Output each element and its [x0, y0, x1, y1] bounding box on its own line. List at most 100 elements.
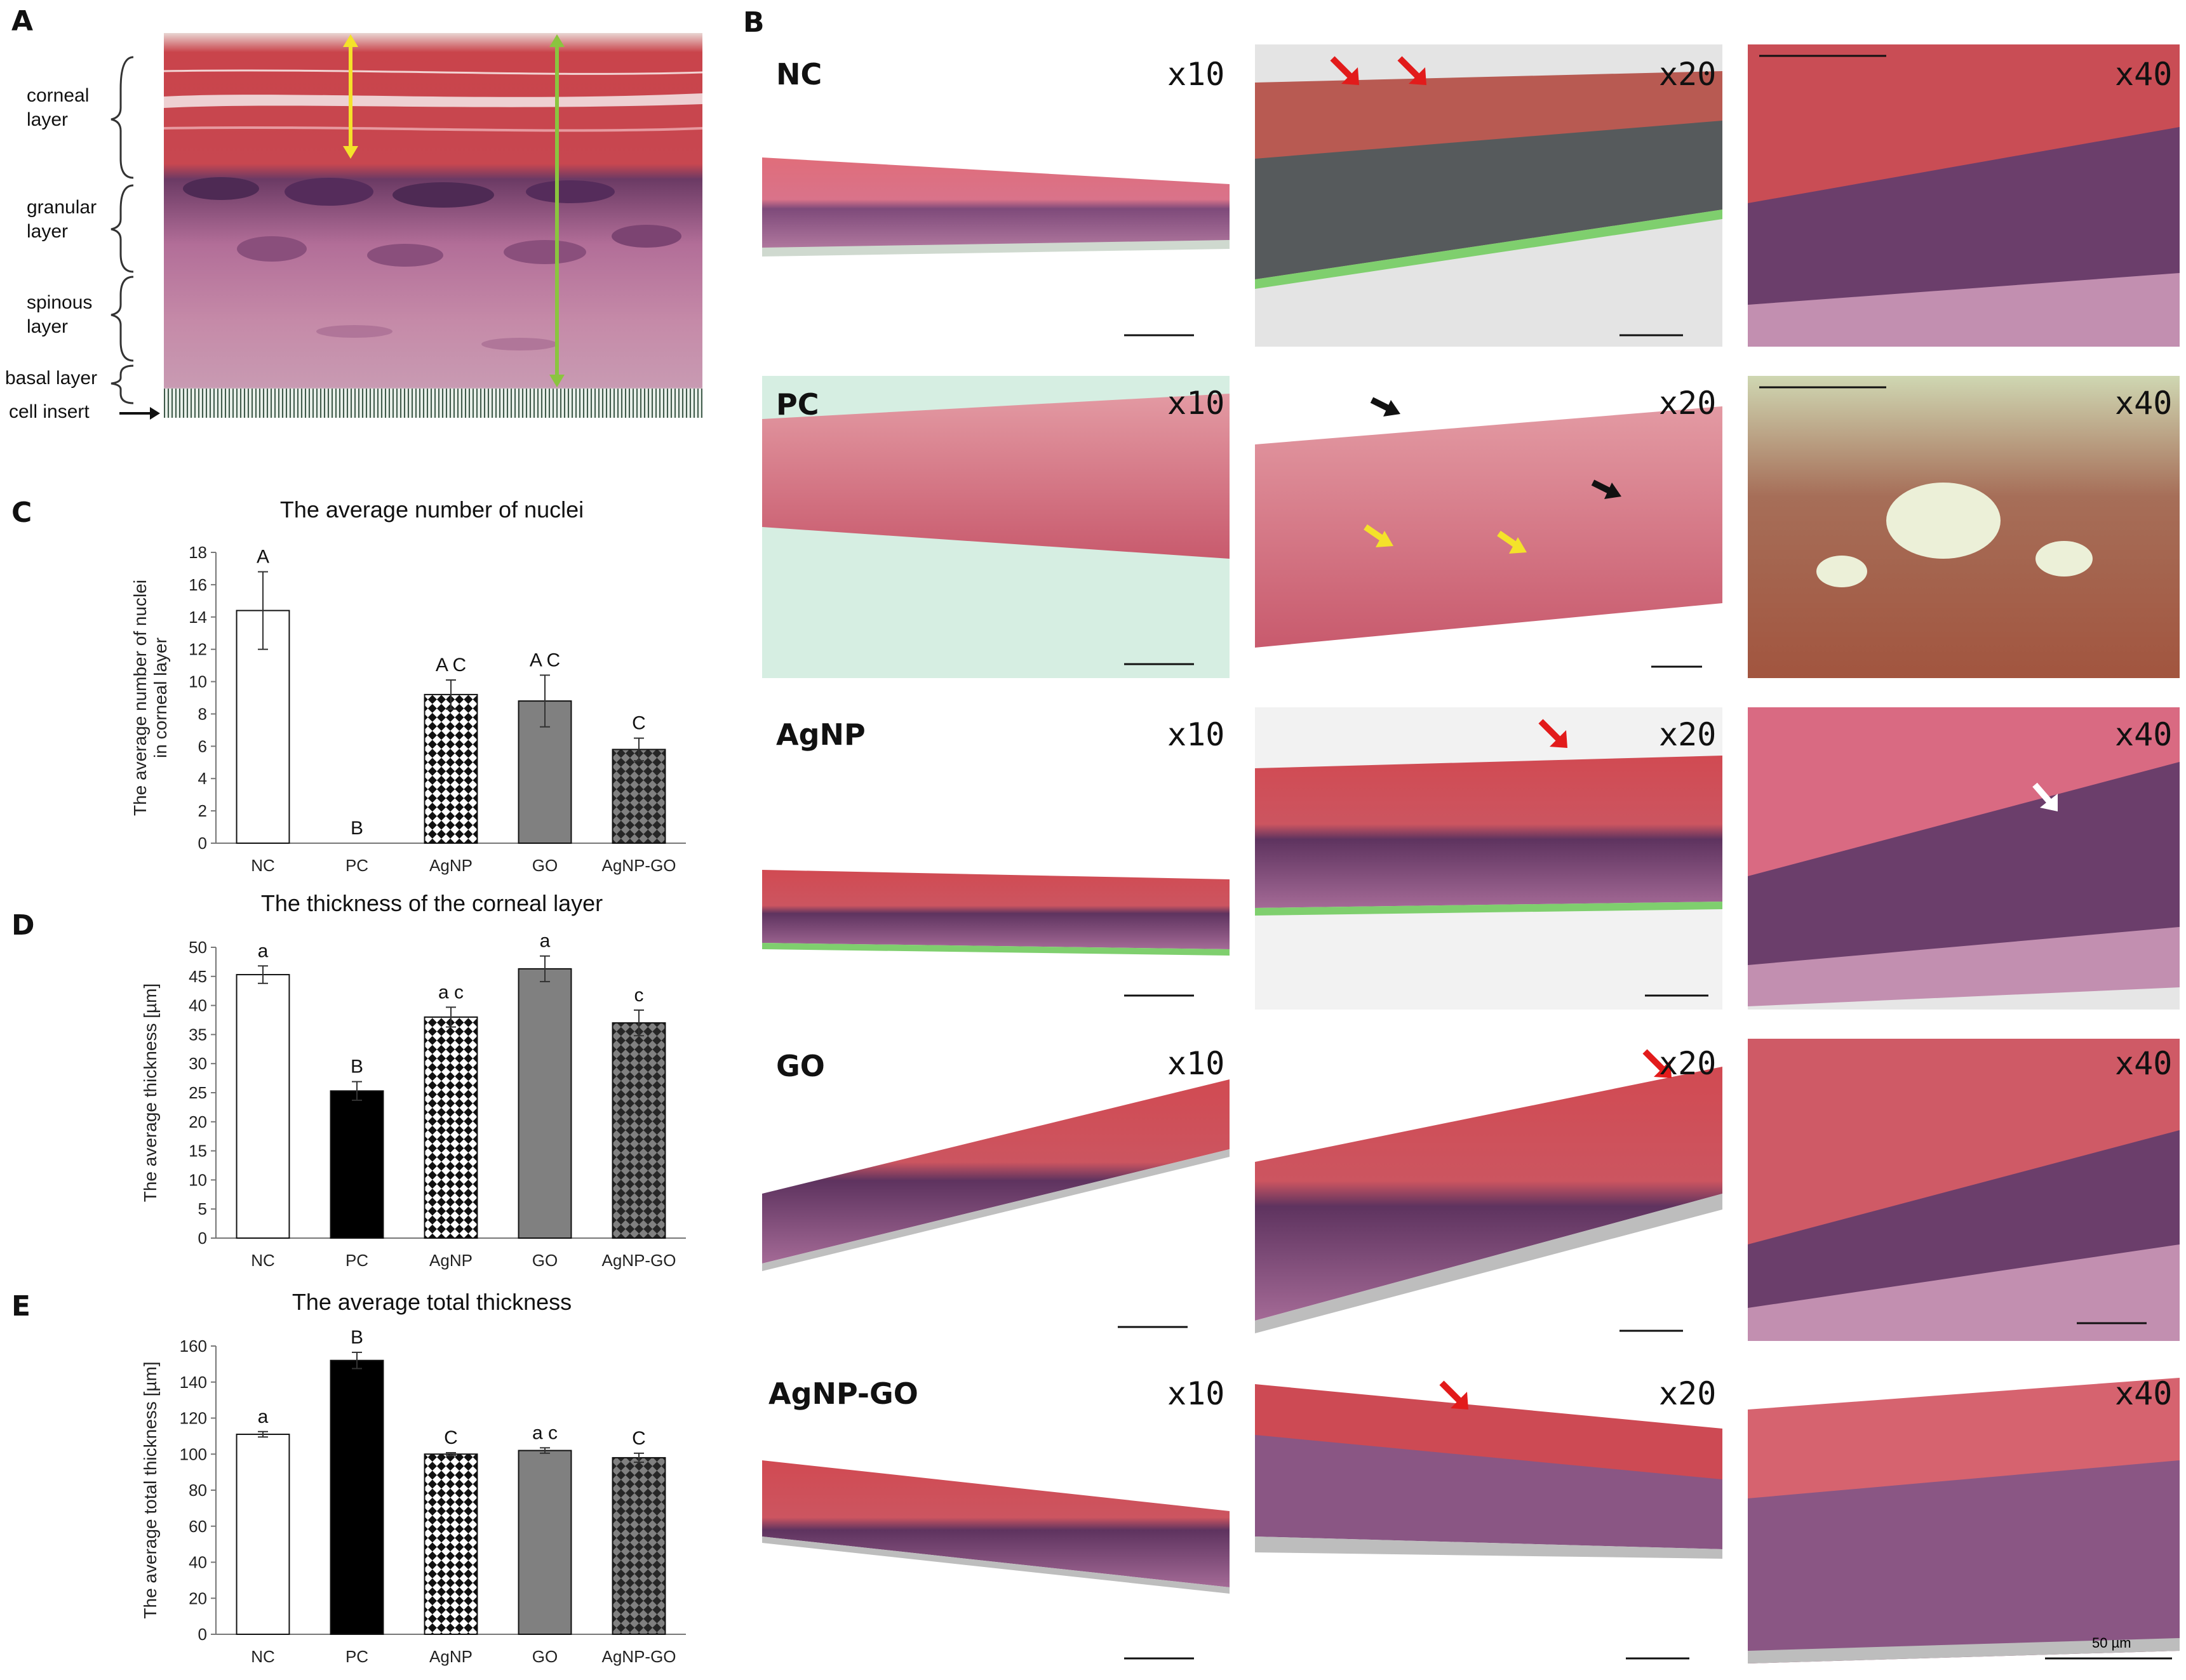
y-tick-label: 14 [189, 608, 207, 627]
row-nc-images [762, 44, 2180, 347]
y-tick-label: 160 [180, 1337, 207, 1356]
y-axis-label: The average thickness [µm] [140, 983, 160, 1203]
panel-e-letter: E [11, 1290, 31, 1323]
layer-label-cell-insert: cell insert [9, 401, 90, 422]
y-tick-label: 8 [198, 704, 207, 723]
mag-label: x40 [2115, 1375, 2173, 1412]
mag-label: x20 [1659, 716, 1717, 753]
significance-label: c [634, 985, 644, 1006]
row-label-agnp-go: AgNP-GO [768, 1377, 918, 1411]
mag-label: x20 [1659, 385, 1717, 422]
panel-b-letter: B [743, 6, 765, 39]
bar-nc [236, 974, 290, 1239]
row-agnp-images [762, 707, 2180, 1010]
cell-insert-arrow-icon [119, 407, 160, 420]
x-tick-label: PC [345, 856, 368, 875]
panel-a-histology-image [164, 33, 702, 418]
significance-label: A [257, 547, 269, 568]
x-tick-label: AgNP-GO [601, 1647, 676, 1666]
chart-d: 0 5 10 15 20 25 30 35 40 45 50 The average thicknes… [140, 931, 686, 1270]
mag-label: x40 [2115, 56, 2173, 93]
layer-label-basal: basal layer [5, 368, 98, 389]
significance-label: C [444, 1427, 458, 1448]
mag-label: x40 [2115, 1045, 2173, 1082]
significance-label: B [351, 818, 363, 839]
mag-label: x20 [1659, 1045, 1717, 1082]
y-tick-label: 60 [189, 1517, 207, 1536]
chart-e: 0 20 40 60 80 100 120 140 160 The average total t… [140, 1327, 686, 1666]
mag-label: x10 [1167, 385, 1225, 422]
chart-c: 0 2 4 6 8 10 12 14 16 18 The average number of nuc… [130, 543, 686, 875]
bar-pc [330, 1090, 384, 1239]
bar-agnp [424, 693, 478, 844]
y-tick-label: 20 [189, 1112, 207, 1131]
x-tick-label: GO [532, 1251, 558, 1270]
bar-agnp [424, 1016, 478, 1239]
x-tick-label: AgNP [429, 1251, 473, 1270]
y-tick-label: 100 [180, 1444, 207, 1463]
layer-braces [111, 56, 134, 404]
row-label-go: GO [776, 1049, 825, 1083]
y-tick-label: 16 [189, 575, 207, 594]
bar-go [518, 968, 572, 1239]
mag-label: x20 [1659, 56, 1717, 93]
mag-label: x10 [1167, 716, 1225, 753]
mag-label: x10 [1167, 1045, 1225, 1082]
scale-bars [1118, 334, 2172, 1660]
layer-label-granular: granular layer [27, 197, 97, 242]
mag-label: x40 [2115, 385, 2173, 422]
y-tick-label: 40 [189, 996, 207, 1015]
significance-label: B [351, 1057, 363, 1077]
bar-agnp [424, 1453, 478, 1635]
y-tick-label: 6 [198, 737, 207, 756]
layer-label-corneal: corneal layer [27, 85, 90, 130]
chart-c-title: The average number of nuclei [279, 497, 584, 523]
x-tick-label: AgNP [429, 856, 473, 875]
significance-label: a [258, 940, 269, 961]
x-tick-label: NC [251, 1251, 275, 1270]
y-tick-label: 20 [189, 1589, 207, 1608]
x-tick-label: NC [251, 856, 275, 875]
scale-bar-label: 50 µm [2092, 1635, 2131, 1651]
y-tick-label: 10 [189, 1170, 207, 1189]
row-pc-images [762, 376, 2180, 678]
y-tick-label: 4 [198, 769, 207, 788]
y-tick-label: 140 [180, 1373, 207, 1392]
row-label-nc: NC [776, 57, 822, 91]
x-tick-label: GO [532, 1647, 558, 1666]
bar-pc [330, 1359, 384, 1635]
panel-d-letter: D [11, 909, 35, 942]
bar-agnp-go [612, 749, 666, 844]
y-tick-label: 35 [189, 1025, 207, 1044]
mag-label: x20 [1659, 1375, 1717, 1412]
bar-agnp-go [612, 1457, 666, 1636]
significance-label: A C [530, 650, 560, 670]
y-tick-label: 25 [189, 1083, 207, 1102]
x-tick-label: GO [532, 856, 558, 875]
y-axis-label: The average total thickness [µm] [140, 1361, 160, 1618]
panel-a-letter: A [11, 5, 34, 37]
y-tick-label: 45 [189, 967, 207, 986]
bar-agnp-go [612, 1022, 666, 1239]
row-go-images [762, 1039, 2180, 1341]
significance-label: a c [438, 982, 464, 1003]
y-tick-label: 40 [189, 1553, 207, 1572]
significance-label: a [258, 1406, 269, 1427]
y-tick-label: 12 [189, 640, 207, 659]
significance-label: C [632, 1428, 646, 1449]
row-label-agnp: AgNP [776, 717, 866, 752]
x-tick-label: AgNP-GO [601, 1251, 676, 1270]
row-label-pc: PC [776, 387, 819, 422]
layer-label-spinous: spinous layer [27, 292, 93, 337]
significance-label: a c [532, 1422, 558, 1443]
y-tick-label: 50 [189, 938, 207, 957]
annotation-arrows [1330, 56, 2058, 1410]
y-tick-label: 10 [189, 672, 207, 691]
x-tick-label: NC [251, 1647, 275, 1666]
y-tick-label: 5 [198, 1199, 207, 1218]
x-tick-label: PC [345, 1251, 368, 1270]
significance-label: A C [436, 655, 466, 676]
x-tick-label: AgNP [429, 1647, 473, 1666]
y-tick-label: 0 [198, 1625, 207, 1644]
